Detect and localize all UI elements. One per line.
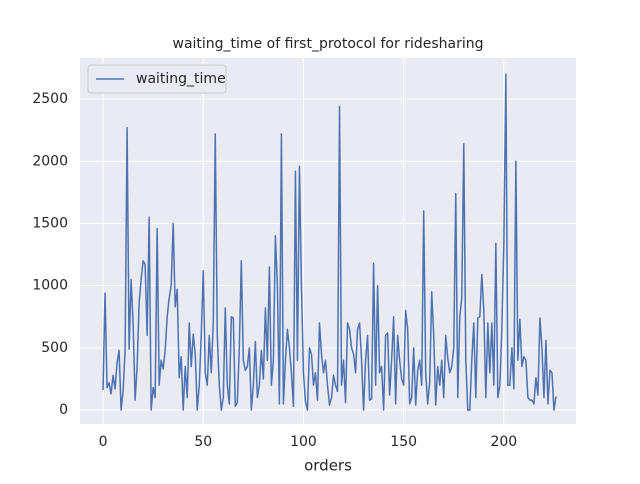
y-tick-label: 2000 xyxy=(32,153,68,169)
x-tick-label: 150 xyxy=(390,434,417,450)
plot-area xyxy=(80,58,576,424)
legend-label: waiting_time xyxy=(136,71,226,87)
y-tick-label: 1000 xyxy=(32,278,68,294)
chart-title: waiting_time of first_protocol for rides… xyxy=(173,36,484,52)
data-line xyxy=(102,73,557,411)
x-tick-label: 50 xyxy=(194,434,212,450)
y-tick-label: 2500 xyxy=(32,91,68,107)
x-tick-label: 0 xyxy=(99,434,108,450)
x-tick-label: 100 xyxy=(290,434,317,450)
y-tick-label: 500 xyxy=(41,340,68,356)
y-tick-label: 1500 xyxy=(32,215,68,231)
x-tick-label: 200 xyxy=(490,434,517,450)
x-axis-label: orders xyxy=(304,457,352,475)
legend-box xyxy=(87,64,227,94)
y-tick-label: 0 xyxy=(59,402,68,418)
